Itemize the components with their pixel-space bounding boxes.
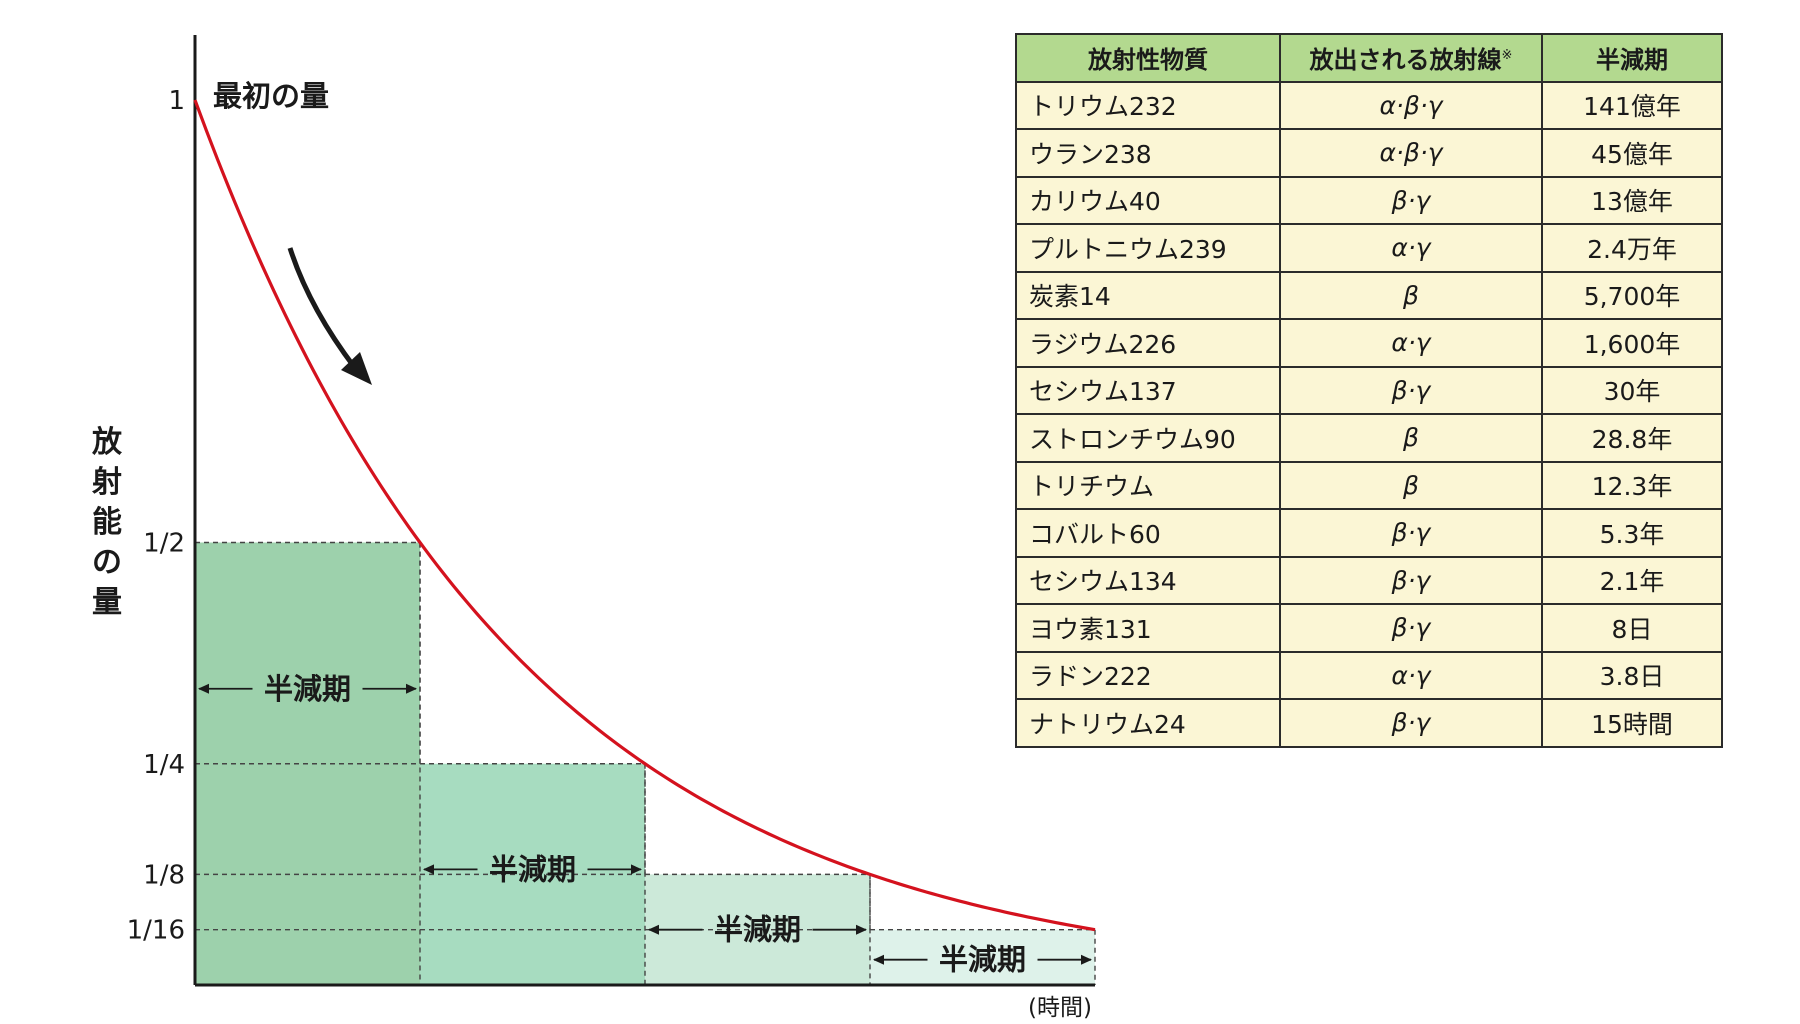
cell-radiation: β·γ <box>1279 365 1543 415</box>
axes <box>193 35 1095 987</box>
cell-substance: セシウム134 <box>1015 555 1281 605</box>
table-header-row: 放射性物質 放出される放射線※ 半減期 <box>1015 33 1723 83</box>
x-axis-label: (時間) <box>1028 995 1092 1021</box>
y-tick-label: 1/4 <box>143 750 185 780</box>
half-life-label: 半減期 <box>714 913 801 947</box>
cell-half-life: 45億年 <box>1541 128 1723 178</box>
cell-radiation: β·γ <box>1279 175 1543 225</box>
cell-radiation: β·γ <box>1279 555 1543 605</box>
decay-direction-arrow <box>287 247 357 370</box>
cell-radiation: β·γ <box>1279 698 1543 748</box>
cell-radiation: β <box>1279 460 1543 510</box>
cell-half-life: 30年 <box>1541 365 1723 415</box>
header-half-life: 半減期 <box>1541 33 1723 83</box>
cell-substance: ラドン222 <box>1015 650 1281 700</box>
table-row: ストロンチウム90 β 28.8年 <box>1015 413 1723 463</box>
cell-substance: セシウム137 <box>1015 365 1281 415</box>
cell-half-life: 2.1年 <box>1541 555 1723 605</box>
y-tick-label: 1/8 <box>143 860 185 890</box>
cell-substance: カリウム40 <box>1015 175 1281 225</box>
cell-substance: ウラン238 <box>1015 128 1281 178</box>
cell-radiation: β <box>1279 270 1543 320</box>
cell-half-life: 1,600年 <box>1541 318 1723 368</box>
table-row: ナトリウム24 β·γ 15時間 <box>1015 698 1723 748</box>
cell-half-life: 141億年 <box>1541 80 1723 130</box>
cell-radiation: α·β·γ <box>1279 128 1543 178</box>
cell-half-life: 28.8年 <box>1541 413 1723 463</box>
cell-half-life: 8日 <box>1541 603 1723 653</box>
table-row: 炭素14 β 5,700年 <box>1015 270 1723 320</box>
cell-radiation: α·β·γ <box>1279 80 1543 130</box>
cell-half-life: 5.3年 <box>1541 508 1723 558</box>
cell-substance: トリウム232 <box>1015 80 1281 130</box>
y-tick-label: 1 <box>168 86 185 116</box>
half-life-label: 半減期 <box>489 852 576 886</box>
table-body: トリウム232 α·β·γ 141億年 ウラン238 α·β·γ 45億年 カリウム40 β·… <box>1015 80 1723 748</box>
arrow-head <box>406 683 417 694</box>
cell-half-life: 2.4万年 <box>1541 223 1723 273</box>
cell-radiation: β·γ <box>1279 603 1543 653</box>
cell-substance: コバルト60 <box>1015 508 1281 558</box>
cell-substance: プルトニウム239 <box>1015 223 1281 273</box>
table-row: トリチウム β 12.3年 <box>1015 460 1723 510</box>
cell-substance: ヨウ素131 <box>1015 603 1281 653</box>
cell-radiation: β <box>1279 413 1543 463</box>
cell-half-life: 5,700年 <box>1541 270 1723 320</box>
half-life-label: 半減期 <box>939 943 1026 977</box>
cell-half-life: 12.3年 <box>1541 460 1723 510</box>
cell-radiation: α·γ <box>1279 650 1543 700</box>
curve-layer <box>193 99 1096 932</box>
cell-substance: ナトリウム24 <box>1015 698 1281 748</box>
cell-substance: ストロンチウム90 <box>1015 413 1281 463</box>
table-row: セシウム137 β·γ 30年 <box>1015 365 1723 415</box>
header-substance: 放射性物質 <box>1015 33 1281 83</box>
cell-substance: トリチウム <box>1015 460 1281 510</box>
cell-half-life: 3.8日 <box>1541 650 1723 700</box>
cell-half-life: 15時間 <box>1541 698 1723 748</box>
half-life-block <box>870 929 1095 985</box>
guide-lines <box>195 541 1096 985</box>
cell-radiation: α·γ <box>1279 318 1543 368</box>
table-row: トリウム232 α·β·γ 141億年 <box>1015 80 1723 130</box>
arrow-head <box>648 924 659 935</box>
arrow-head <box>423 864 434 875</box>
header-note-mark: ※ <box>1501 48 1513 64</box>
arrow-head <box>1081 954 1092 965</box>
table-row: ウラン238 α·β·γ 45億年 <box>1015 128 1723 178</box>
arrow-head <box>631 864 642 875</box>
cell-radiation: β·γ <box>1279 508 1543 558</box>
y-tick-labels: 1 1/2 1/4 1/8 1/16 <box>127 86 185 946</box>
arrow-head <box>873 954 884 965</box>
table-row: ヨウ素131 β·γ 8日 <box>1015 603 1723 653</box>
start-amount-label: 最初の量 <box>213 79 329 113</box>
table-row: コバルト60 β·γ 5.3年 <box>1015 508 1723 558</box>
cell-substance: 炭素14 <box>1015 270 1281 320</box>
table-row: カリウム40 β·γ 13億年 <box>1015 175 1723 225</box>
cell-half-life: 13億年 <box>1541 175 1723 225</box>
table-row: ラドン222 α·γ 3.8日 <box>1015 650 1723 700</box>
arrow-head <box>198 683 209 694</box>
y-tick-label: 1/16 <box>127 916 185 946</box>
y-axis-label: 放射能の量 <box>91 425 123 620</box>
cell-substance: ラジウム226 <box>1015 318 1281 368</box>
arrow-head <box>341 352 372 385</box>
cell-radiation: α·γ <box>1279 223 1543 273</box>
table-row: プルトニウム239 α·γ 2.4万年 <box>1015 223 1723 273</box>
table-row: セシウム134 β·γ 2.1年 <box>1015 555 1723 605</box>
table-row: ラジウム226 α·γ 1,600年 <box>1015 318 1723 368</box>
arrow-head <box>856 924 867 935</box>
half-life-label: 半減期 <box>264 672 351 706</box>
y-tick-label: 1/2 <box>143 529 185 559</box>
nuclide-table: 放射性物質 放出される放射線※ 半減期 トリウム232 α·β·γ 141億年 ウラン… <box>1015 33 1723 748</box>
header-radiation: 放出される放射線※ <box>1279 33 1543 83</box>
